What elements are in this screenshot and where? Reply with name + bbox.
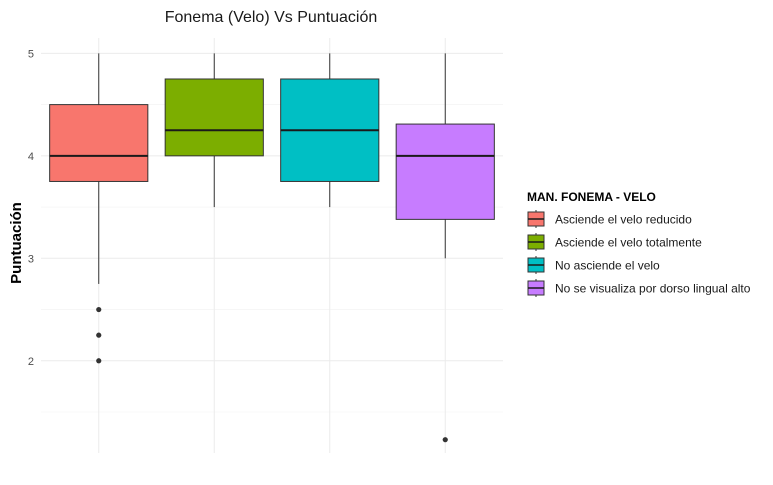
outlier-point xyxy=(96,358,101,363)
y-tick-label: 5 xyxy=(28,48,34,60)
legend-label: No asciende el velo xyxy=(555,259,660,273)
legend-label: No se visualiza por dorso lingual alto xyxy=(555,282,751,296)
outlier-point xyxy=(443,437,448,442)
y-tick-label: 2 xyxy=(28,356,34,368)
box-body xyxy=(396,124,494,219)
box-body xyxy=(50,105,148,182)
legend-label: Asciende el velo totalmente xyxy=(555,236,702,250)
y-tick-label: 4 xyxy=(28,151,34,163)
outlier-point xyxy=(96,307,101,312)
outlier-point xyxy=(96,333,101,338)
legend-item-2: Asciende el velo totalmente xyxy=(528,233,702,251)
y-tick-label: 3 xyxy=(28,253,34,265)
legend-title: MAN. FONEMA - VELO xyxy=(527,190,656,204)
y-axis-label: Puntuación xyxy=(8,202,25,284)
box-body xyxy=(165,79,263,156)
legend-item-4: No se visualiza por dorso lingual alto xyxy=(528,279,751,297)
legend-label: Asciende el velo reducido xyxy=(555,213,692,227)
chart-title: Fonema (Velo) Vs Puntuación xyxy=(165,9,378,26)
